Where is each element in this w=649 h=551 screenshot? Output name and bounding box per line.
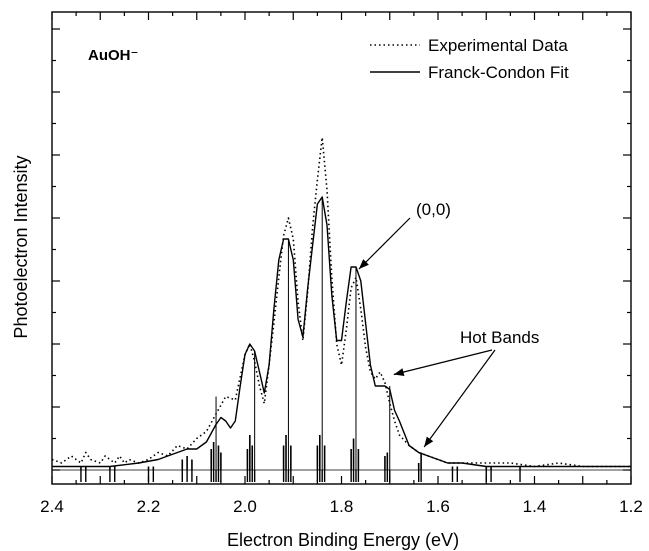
x-tick-label: 1.2 bbox=[619, 497, 643, 516]
chart-title: AuOH⁻ bbox=[88, 47, 138, 64]
annotation-hot-bands-label: Hot Bands bbox=[460, 328, 539, 347]
x-tick-label: 1.8 bbox=[330, 497, 354, 516]
series-lines bbox=[51, 136, 631, 468]
stick-spectrum bbox=[80, 197, 521, 482]
legend-label-fit: Franck-Condon Fit bbox=[428, 63, 569, 82]
axis-ticks: 2.4 2.2 2.0 1.8 1.6 1.4 1.2 bbox=[40, 12, 643, 516]
plot-frame bbox=[51, 11, 632, 485]
annotation-hot-bands-arrow-2 bbox=[423, 349, 496, 448]
x-tick-label: 2.0 bbox=[233, 497, 257, 516]
x-tick-label: 2.2 bbox=[137, 497, 161, 516]
x-tick-label: 2.4 bbox=[40, 497, 64, 516]
legend-label-experimental: Experimental Data bbox=[428, 36, 568, 55]
x-axis-label: Electron Binding Energy (eV) bbox=[227, 530, 459, 550]
legend: Experimental Data Franck-Condon Fit bbox=[370, 36, 569, 82]
series-experimental-line bbox=[51, 136, 631, 468]
annotations: (0,0) Hot Bands bbox=[358, 200, 539, 448]
annotation-arrows bbox=[358, 217, 496, 448]
annotation-hot-bands-arrow-2-head bbox=[424, 436, 434, 447]
series-fit-line bbox=[52, 196, 631, 468]
y-axis-label: Photoelectron Intensity bbox=[11, 155, 31, 338]
annotation-00-label: (0,0) bbox=[416, 200, 451, 219]
annotation-00-arrow-head bbox=[358, 259, 369, 269]
annotation-hot-bands-arrow-1-head bbox=[393, 368, 405, 376]
annotation-00-arrow bbox=[358, 217, 411, 270]
annotation-hot-bands-arrow-1 bbox=[393, 349, 493, 376]
x-tick-label: 1.4 bbox=[523, 497, 547, 516]
plot-border bbox=[51, 11, 632, 485]
x-tick-label: 1.6 bbox=[426, 497, 450, 516]
